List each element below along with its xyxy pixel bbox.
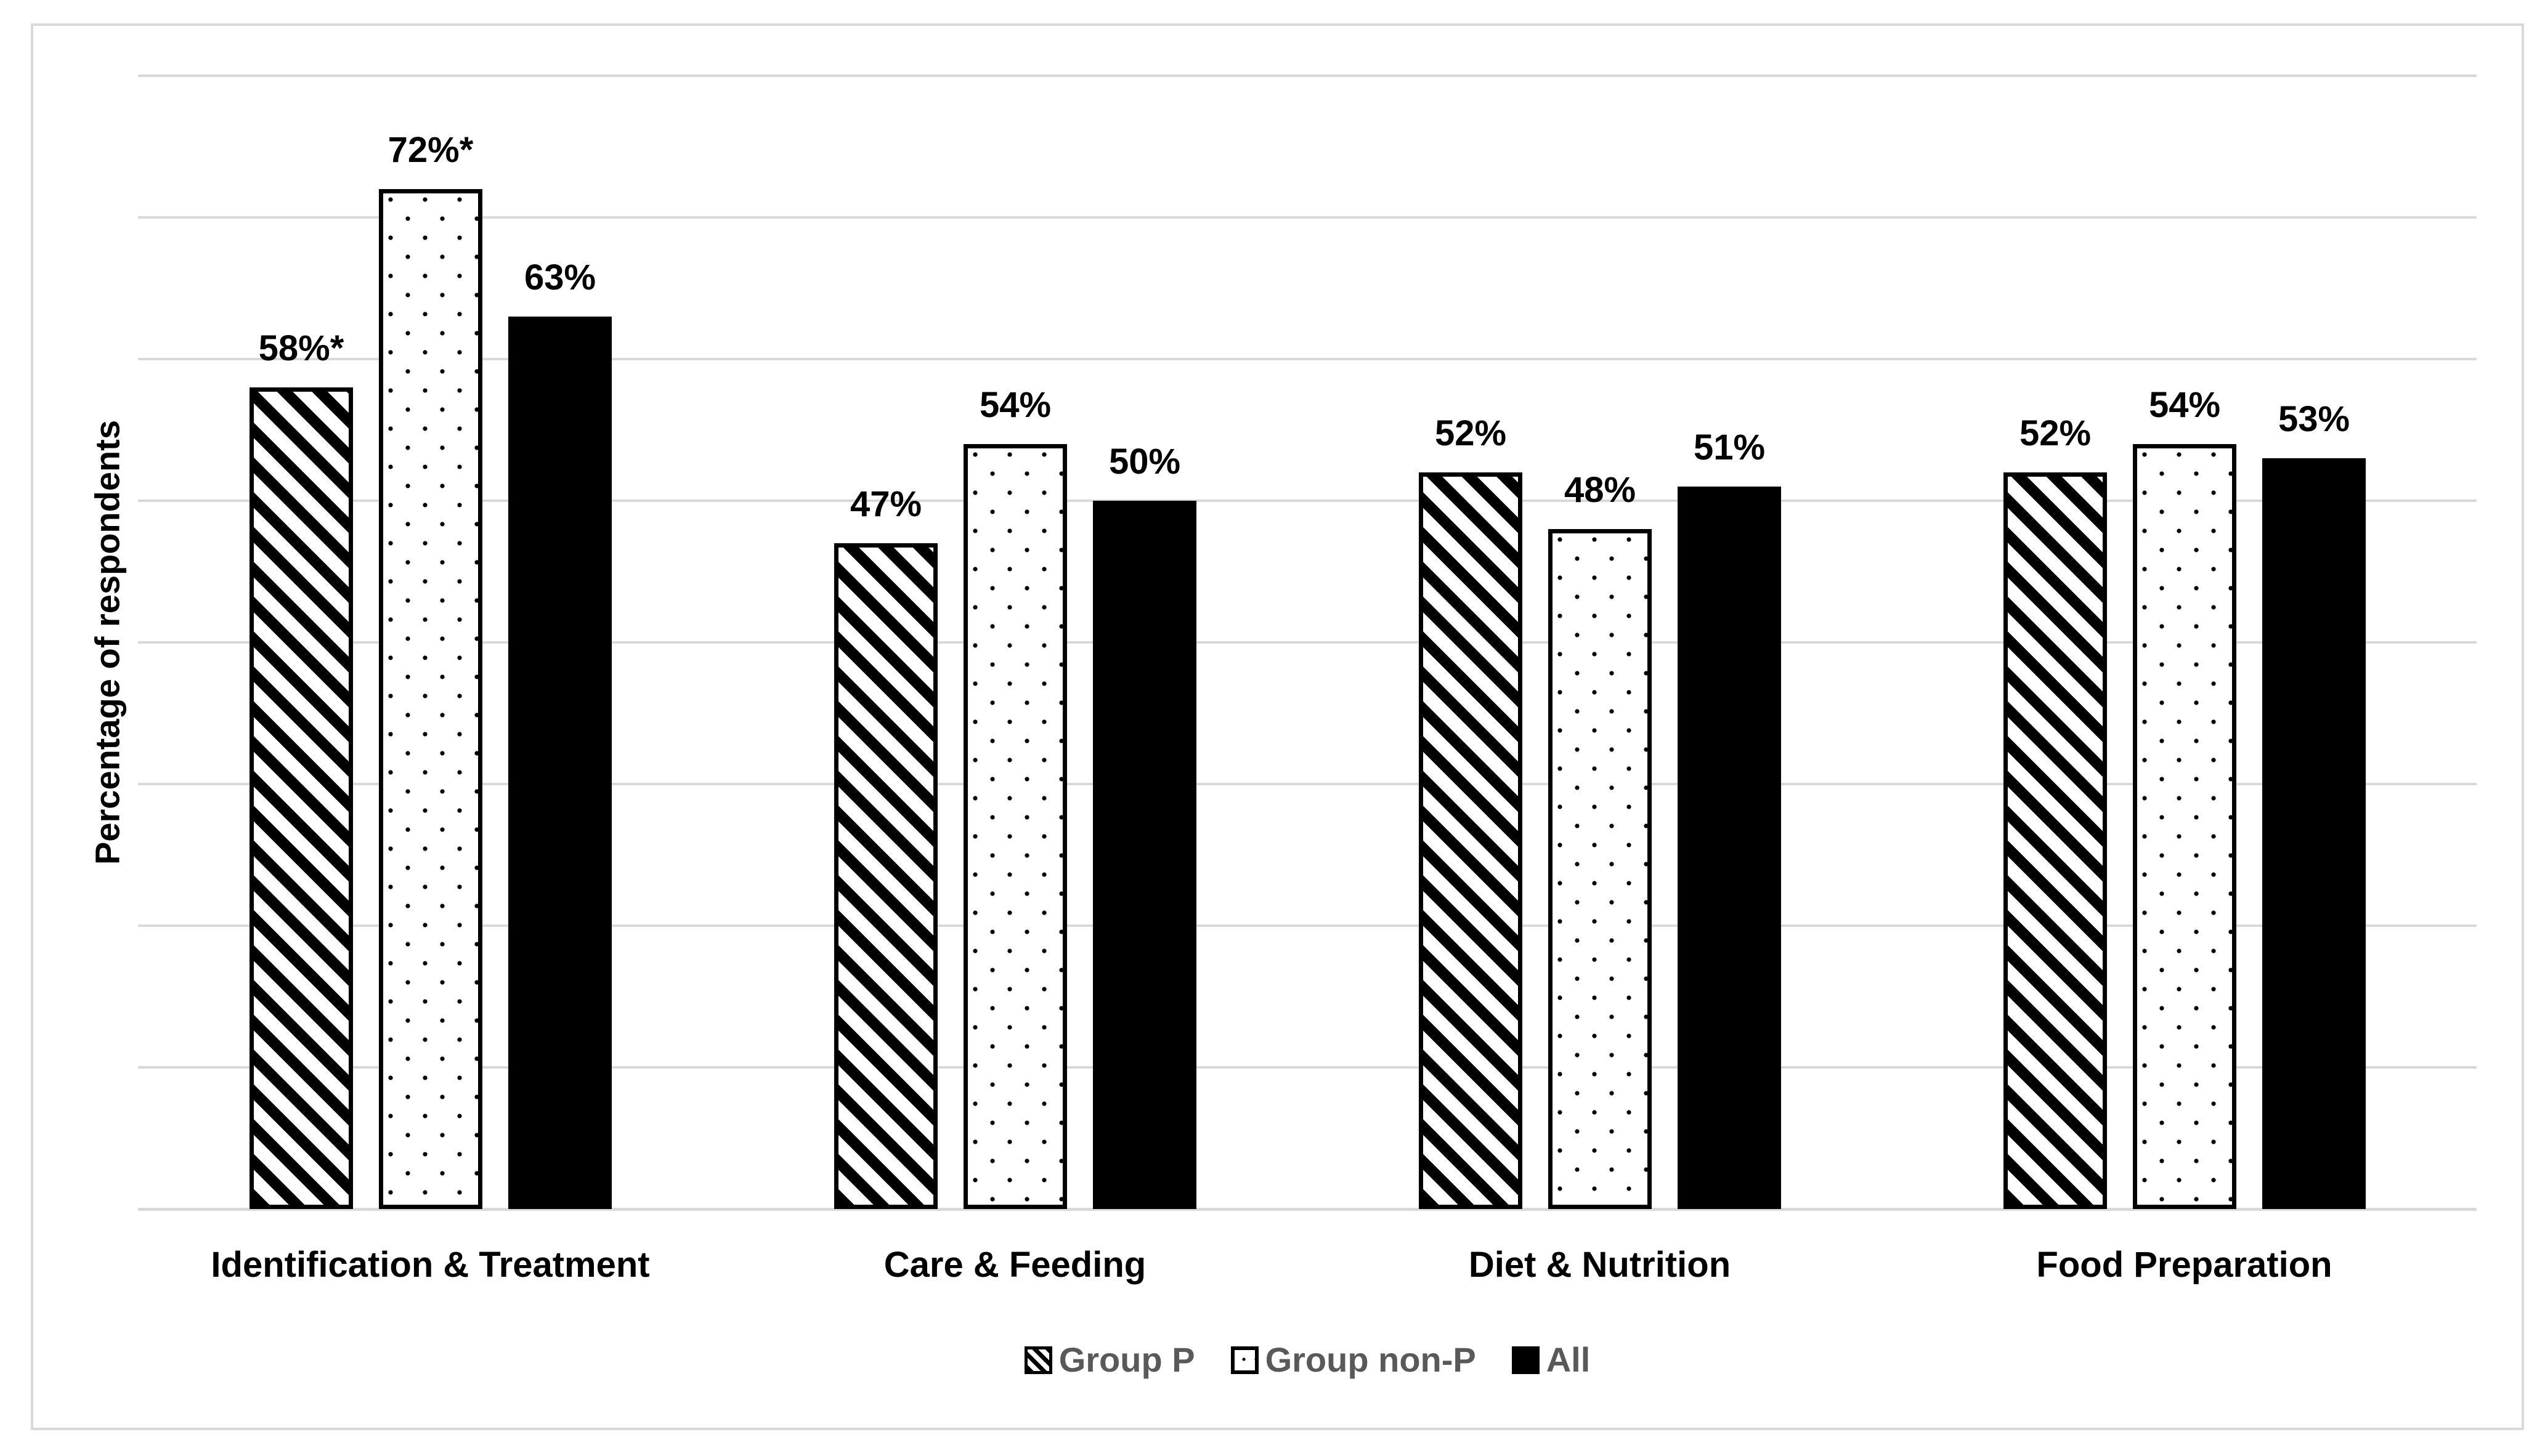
legend-item-all: All — [1511, 1340, 1591, 1379]
bar-value-label: 72%* — [388, 130, 474, 170]
y-axis-title: Percentage of respondents — [87, 420, 127, 865]
bar-all — [1093, 501, 1196, 1209]
bar-group-non-p — [964, 444, 1067, 1209]
bar-value-label: 52% — [1434, 413, 1507, 453]
gridline — [138, 358, 2477, 360]
gridline — [138, 216, 2477, 219]
gridline — [138, 641, 2477, 644]
category-label: Identification & Treatment — [211, 1245, 650, 1285]
legend-item-group-non-p: Group non-P — [1230, 1340, 1476, 1379]
x-axis-line — [138, 1208, 2477, 1211]
bar-group-non-p — [379, 189, 482, 1209]
bar-value-label: 50% — [1108, 442, 1181, 482]
bar-value-label: 54% — [2148, 385, 2221, 425]
bar-group-p — [1419, 472, 1522, 1209]
bar-group-p — [834, 543, 938, 1209]
bar-all — [2262, 458, 2366, 1209]
category-label: Care & Feeding — [883, 1245, 1147, 1285]
bar-value-label: 47% — [850, 484, 922, 524]
gridline — [138, 924, 2477, 927]
bar-all — [1678, 487, 1781, 1209]
bar-value-label: 48% — [1564, 470, 1636, 510]
legend-label: All — [1546, 1340, 1591, 1379]
bar-value-label: 54% — [979, 385, 1052, 425]
legend-swatch-diagonal-stripes-icon — [1024, 1346, 1052, 1374]
bar-value-label: 52% — [2019, 413, 2092, 453]
bar-value-label: 53% — [2278, 399, 2350, 439]
bar-value-label: 51% — [1693, 427, 1766, 467]
category-label: Food Preparation — [2036, 1245, 2332, 1285]
bar-group-non-p — [2133, 444, 2236, 1209]
legend: Group P Group non-P All — [138, 1343, 2477, 1377]
legend-label: Group P — [1058, 1340, 1195, 1379]
gridline — [138, 1066, 2477, 1069]
bar-value-label: 58%* — [258, 328, 344, 368]
bar-group-p — [2003, 472, 2107, 1209]
category-label: Diet & Nutrition — [1468, 1245, 1731, 1285]
gridline — [138, 783, 2477, 785]
legend-item-group-p: Group P — [1024, 1340, 1195, 1379]
legend-label: Group non-P — [1265, 1340, 1476, 1379]
legend-swatch-dots-icon — [1230, 1346, 1259, 1374]
bar-value-label: 63% — [524, 257, 596, 297]
bar-all — [508, 317, 612, 1209]
bar-group-non-p — [1548, 529, 1652, 1209]
gridline — [138, 75, 2477, 77]
gridline — [138, 499, 2477, 502]
legend-swatch-solid-black-icon — [1511, 1346, 1540, 1374]
bar-group-p — [250, 387, 353, 1209]
